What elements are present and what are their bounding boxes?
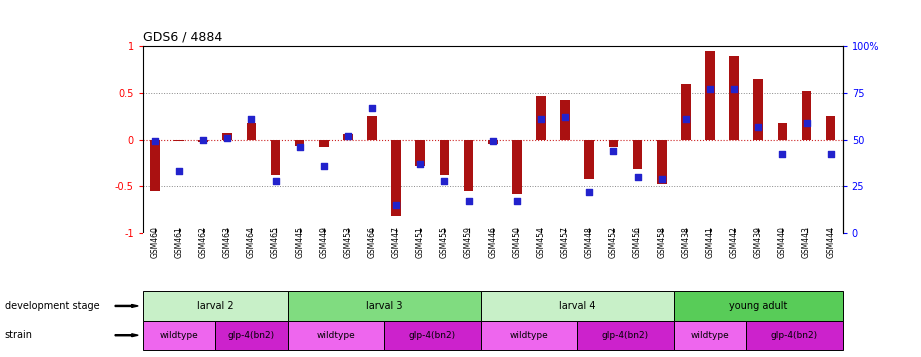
Bar	[801, 91, 811, 140]
Text: glp-4(bn2): glp-4(bn2)	[227, 331, 275, 340]
Bar	[633, 140, 642, 169]
Bar	[777, 123, 787, 140]
Point	[509, 198, 524, 204]
Bar	[287, 321, 384, 350]
Bar	[681, 84, 691, 140]
Bar	[705, 51, 715, 140]
Text: strain: strain	[5, 330, 32, 340]
Bar	[488, 140, 497, 144]
Point	[558, 114, 573, 120]
Bar	[577, 321, 674, 350]
Point	[703, 86, 717, 92]
Bar	[319, 140, 329, 147]
Text: glp-4(bn2): glp-4(bn2)	[771, 331, 818, 340]
Text: young adult: young adult	[729, 301, 787, 311]
Bar	[391, 140, 401, 216]
Point	[244, 116, 259, 122]
Text: glp-4(bn2): glp-4(bn2)	[409, 331, 456, 340]
Point	[341, 133, 356, 139]
Bar	[674, 321, 746, 350]
Text: larval 2: larval 2	[197, 301, 234, 311]
Text: wildtype: wildtype	[159, 331, 198, 340]
Bar	[174, 140, 184, 141]
Bar	[657, 140, 667, 184]
Point	[751, 124, 765, 129]
Point	[461, 198, 476, 204]
Point	[317, 163, 332, 169]
Point	[365, 105, 379, 111]
Bar	[247, 123, 256, 140]
Point	[147, 139, 162, 144]
Text: development stage: development stage	[5, 301, 99, 311]
Bar	[384, 321, 481, 350]
Point	[727, 86, 741, 92]
Bar	[585, 140, 594, 179]
Bar	[826, 116, 835, 140]
Bar	[464, 140, 473, 191]
Text: larval 3: larval 3	[366, 301, 402, 311]
Text: GDS6 / 4884: GDS6 / 4884	[143, 31, 222, 44]
Point	[606, 148, 621, 154]
Bar	[560, 100, 570, 140]
Point	[292, 144, 307, 150]
Bar	[143, 321, 216, 350]
Point	[654, 176, 669, 182]
Bar	[536, 96, 546, 140]
Bar	[674, 291, 843, 321]
Point	[485, 139, 500, 144]
Point	[582, 189, 597, 195]
Bar	[481, 291, 674, 321]
Bar	[344, 134, 353, 140]
Point	[196, 137, 211, 142]
Bar	[222, 133, 232, 140]
Bar	[271, 140, 280, 175]
Bar	[609, 140, 618, 147]
Bar	[143, 291, 287, 321]
Bar	[287, 291, 481, 321]
Point	[630, 174, 645, 180]
Text: wildtype: wildtype	[691, 331, 729, 340]
Point	[679, 116, 694, 122]
Bar	[367, 116, 377, 140]
Point	[533, 116, 548, 122]
Point	[437, 178, 452, 183]
Bar	[216, 321, 287, 350]
Point	[220, 135, 235, 141]
Bar	[746, 321, 843, 350]
Text: larval 4: larval 4	[559, 301, 596, 311]
Point	[171, 169, 186, 174]
Bar	[439, 140, 449, 175]
Point	[268, 178, 283, 183]
Bar	[295, 140, 305, 146]
Bar	[729, 56, 739, 140]
Bar	[753, 79, 764, 140]
Text: wildtype: wildtype	[509, 331, 548, 340]
Point	[389, 202, 403, 208]
Bar	[512, 140, 521, 193]
Point	[775, 152, 789, 157]
Point	[823, 152, 838, 157]
Bar	[198, 140, 208, 142]
Point	[799, 120, 814, 126]
Text: glp-4(bn2): glp-4(bn2)	[602, 331, 649, 340]
Text: wildtype: wildtype	[317, 331, 356, 340]
Bar	[150, 140, 159, 191]
Point	[413, 161, 427, 167]
Bar	[415, 140, 426, 166]
Bar	[481, 321, 577, 350]
